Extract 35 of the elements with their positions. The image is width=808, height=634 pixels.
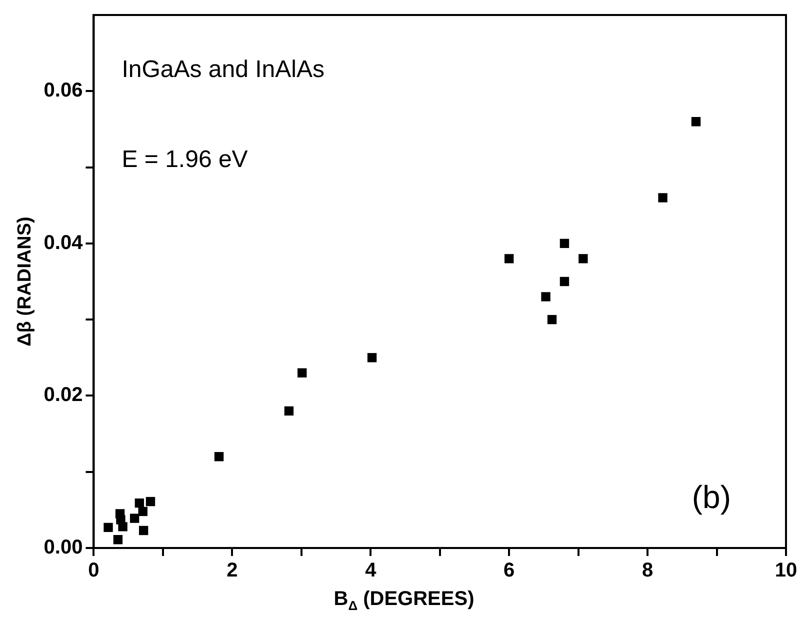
x-tick-label: 2: [226, 560, 238, 582]
y-tick-label: 0.04: [44, 232, 84, 254]
point: [146, 496, 156, 506]
point: [658, 193, 668, 202]
point: [298, 368, 307, 378]
x-tick-label: 4: [365, 560, 378, 582]
point: [367, 353, 377, 362]
point: [547, 314, 557, 324]
point: [138, 506, 148, 516]
annotation: E = 1.96 eV: [122, 146, 248, 173]
x-tick-label: 10: [774, 560, 798, 582]
point: [560, 238, 570, 248]
x-tick-label: 6: [504, 560, 515, 582]
y-tick-label: 0.02: [44, 384, 83, 406]
y-axis-title: Δβ (RADIANS): [14, 216, 36, 346]
y-tick-label: 0.00: [44, 536, 83, 559]
point: [138, 526, 148, 536]
x-axis-title: B$_{Δ}$ (DEGREES): [332, 588, 476, 613]
point: [104, 522, 113, 532]
annotation: (b): [692, 479, 731, 515]
x-tick-label: 0: [88, 560, 100, 582]
point: [113, 535, 123, 544]
point: [578, 254, 588, 264]
point: [691, 117, 701, 126]
point: [541, 292, 550, 302]
point: [130, 514, 140, 523]
annotation: InGaAs and InAlAs: [122, 56, 325, 83]
x-tick-label: 8: [642, 560, 654, 582]
point: [504, 254, 514, 264]
point: [116, 515, 126, 524]
point: [560, 276, 570, 286]
point: [134, 498, 144, 508]
point: [214, 452, 224, 462]
point: [284, 406, 294, 416]
y-tick-label: 0.06: [44, 80, 83, 102]
